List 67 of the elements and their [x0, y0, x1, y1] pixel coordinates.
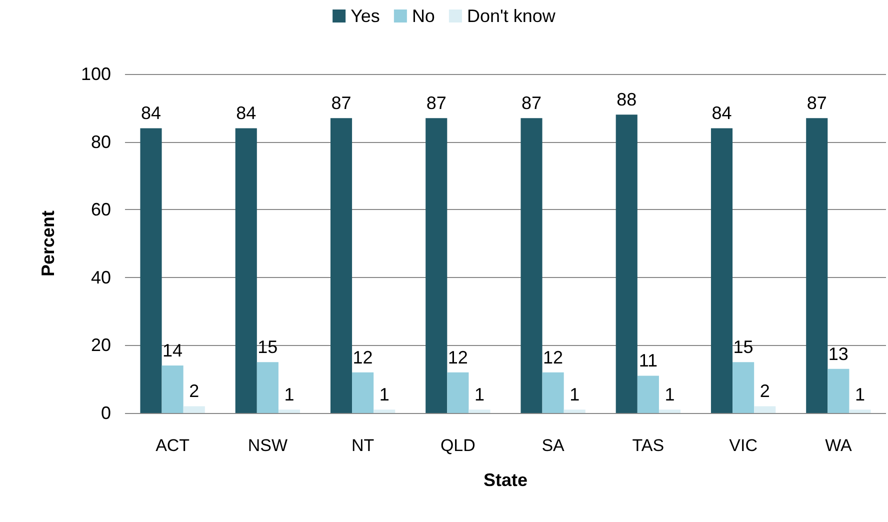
data-label: 2 [189, 381, 200, 402]
x-axis-title: State [483, 470, 528, 490]
data-label: 2 [760, 381, 770, 402]
legend-label: Don't know [466, 6, 556, 26]
data-label: 87 [331, 93, 352, 114]
bar [658, 410, 681, 413]
bar [637, 376, 659, 413]
data-label: 1 [664, 384, 675, 405]
data-label: 11 [638, 350, 658, 371]
data-label: 12 [543, 347, 564, 368]
bar [520, 118, 542, 413]
bar [256, 362, 278, 413]
y-axis-title: Percent [38, 210, 58, 277]
bar [235, 128, 257, 413]
x-tick-label: TAS [632, 436, 664, 455]
bar [849, 410, 871, 413]
data-label: 84 [712, 103, 732, 124]
data-label: 1 [474, 384, 485, 405]
bar [352, 372, 374, 413]
bar [183, 406, 205, 413]
data-label: 15 [733, 337, 754, 358]
x-tick-label: NSW [248, 436, 288, 455]
data-label: 1 [379, 384, 390, 405]
bar [564, 410, 586, 413]
data-label: 1 [854, 384, 866, 405]
bar [468, 410, 490, 413]
x-tick-label: VIC [729, 436, 758, 455]
y-tick-label: 0 [100, 403, 111, 423]
y-tick-label: 80 [90, 132, 111, 152]
bar [542, 372, 564, 413]
bar [330, 118, 352, 413]
data-label: 12 [352, 347, 373, 368]
bar [374, 410, 396, 413]
x-tick-label: QLD [440, 436, 476, 455]
data-label: 14 [162, 340, 183, 361]
bar [828, 368, 850, 413]
legend-label: No [412, 6, 435, 26]
bar [278, 410, 300, 413]
data-label: 1 [284, 384, 294, 405]
x-tick-label: WA [825, 436, 852, 455]
data-label: 1 [570, 384, 580, 405]
y-tick-label: 60 [90, 200, 111, 220]
data-label: 13 [828, 344, 848, 364]
y-tick-label: 20 [90, 335, 111, 356]
x-tick-label: SA [542, 436, 566, 455]
data-label: 15 [258, 337, 278, 358]
data-label: 12 [448, 347, 468, 368]
x-tick-label: NT [351, 436, 374, 455]
bar [710, 128, 733, 413]
bar [140, 128, 162, 413]
bar [732, 362, 754, 413]
bar [447, 372, 469, 413]
bar [754, 406, 776, 413]
bar [616, 114, 638, 413]
bar [806, 118, 828, 413]
data-label: 87 [521, 93, 542, 114]
data-label: 88 [616, 90, 637, 110]
x-tick-label: ACT [156, 436, 190, 455]
bar [162, 366, 184, 413]
data-label: 84 [140, 103, 162, 124]
y-tick-label: 100 [80, 64, 111, 84]
legend-label: Yes [350, 6, 380, 26]
data-label: 87 [426, 93, 446, 114]
bar [426, 118, 448, 413]
data-label: 84 [236, 103, 256, 124]
y-tick-label: 40 [90, 267, 111, 288]
data-label: 87 [806, 93, 827, 114]
